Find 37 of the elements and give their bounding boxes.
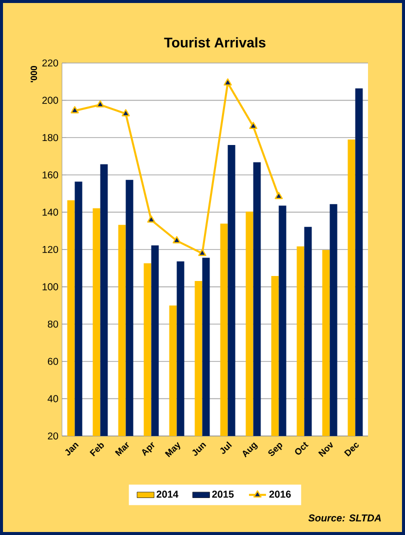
source-note: Source: SLTDA — [308, 514, 381, 522]
y-axis-title: '000 — [30, 66, 38, 82]
y-tick-label: 20 — [48, 432, 58, 440]
y-tick-label: 120 — [42, 246, 58, 254]
legend-label: 2016 — [269, 490, 291, 498]
x-tick-label: Apr — [142, 442, 154, 456]
chart-title: Tourist Arrivals — [164, 37, 266, 48]
point — [172, 236, 181, 244]
y-tick-label: 220 — [42, 59, 58, 67]
point — [147, 215, 156, 223]
y-tick-label: 40 — [48, 395, 58, 402]
point — [96, 100, 104, 108]
x-tick-label: Dec — [344, 442, 359, 457]
y-tick-label: 140 — [42, 208, 58, 216]
y-tick-label: 200 — [42, 96, 58, 104]
y-tick-label: 160 — [42, 171, 58, 178]
point — [122, 109, 130, 116]
x-tick-label: Jan — [65, 442, 79, 456]
x-tick-label: Sep — [268, 442, 282, 456]
x-tick-label: Feb — [90, 443, 104, 456]
legend-label: 2014 — [156, 490, 178, 498]
point — [274, 192, 283, 200]
point — [70, 106, 79, 114]
y-tick-label: 80 — [48, 320, 58, 328]
x-tick-label: Jul — [220, 441, 232, 454]
x-tick-label: Nov — [318, 442, 333, 457]
y-tick-label: 100 — [42, 283, 58, 290]
x-tick-label: Jun — [192, 442, 206, 456]
point — [249, 122, 258, 129]
x-tick-label: Aug — [242, 442, 258, 458]
point — [224, 78, 232, 86]
y-tick-label: 60 — [48, 358, 58, 365]
point — [198, 248, 206, 256]
legend-label: 2015 — [212, 490, 234, 498]
y-tick-label: 180 — [42, 134, 58, 142]
x-tick-label: Mar — [114, 442, 129, 456]
x-tick-label: Oct — [295, 442, 309, 455]
